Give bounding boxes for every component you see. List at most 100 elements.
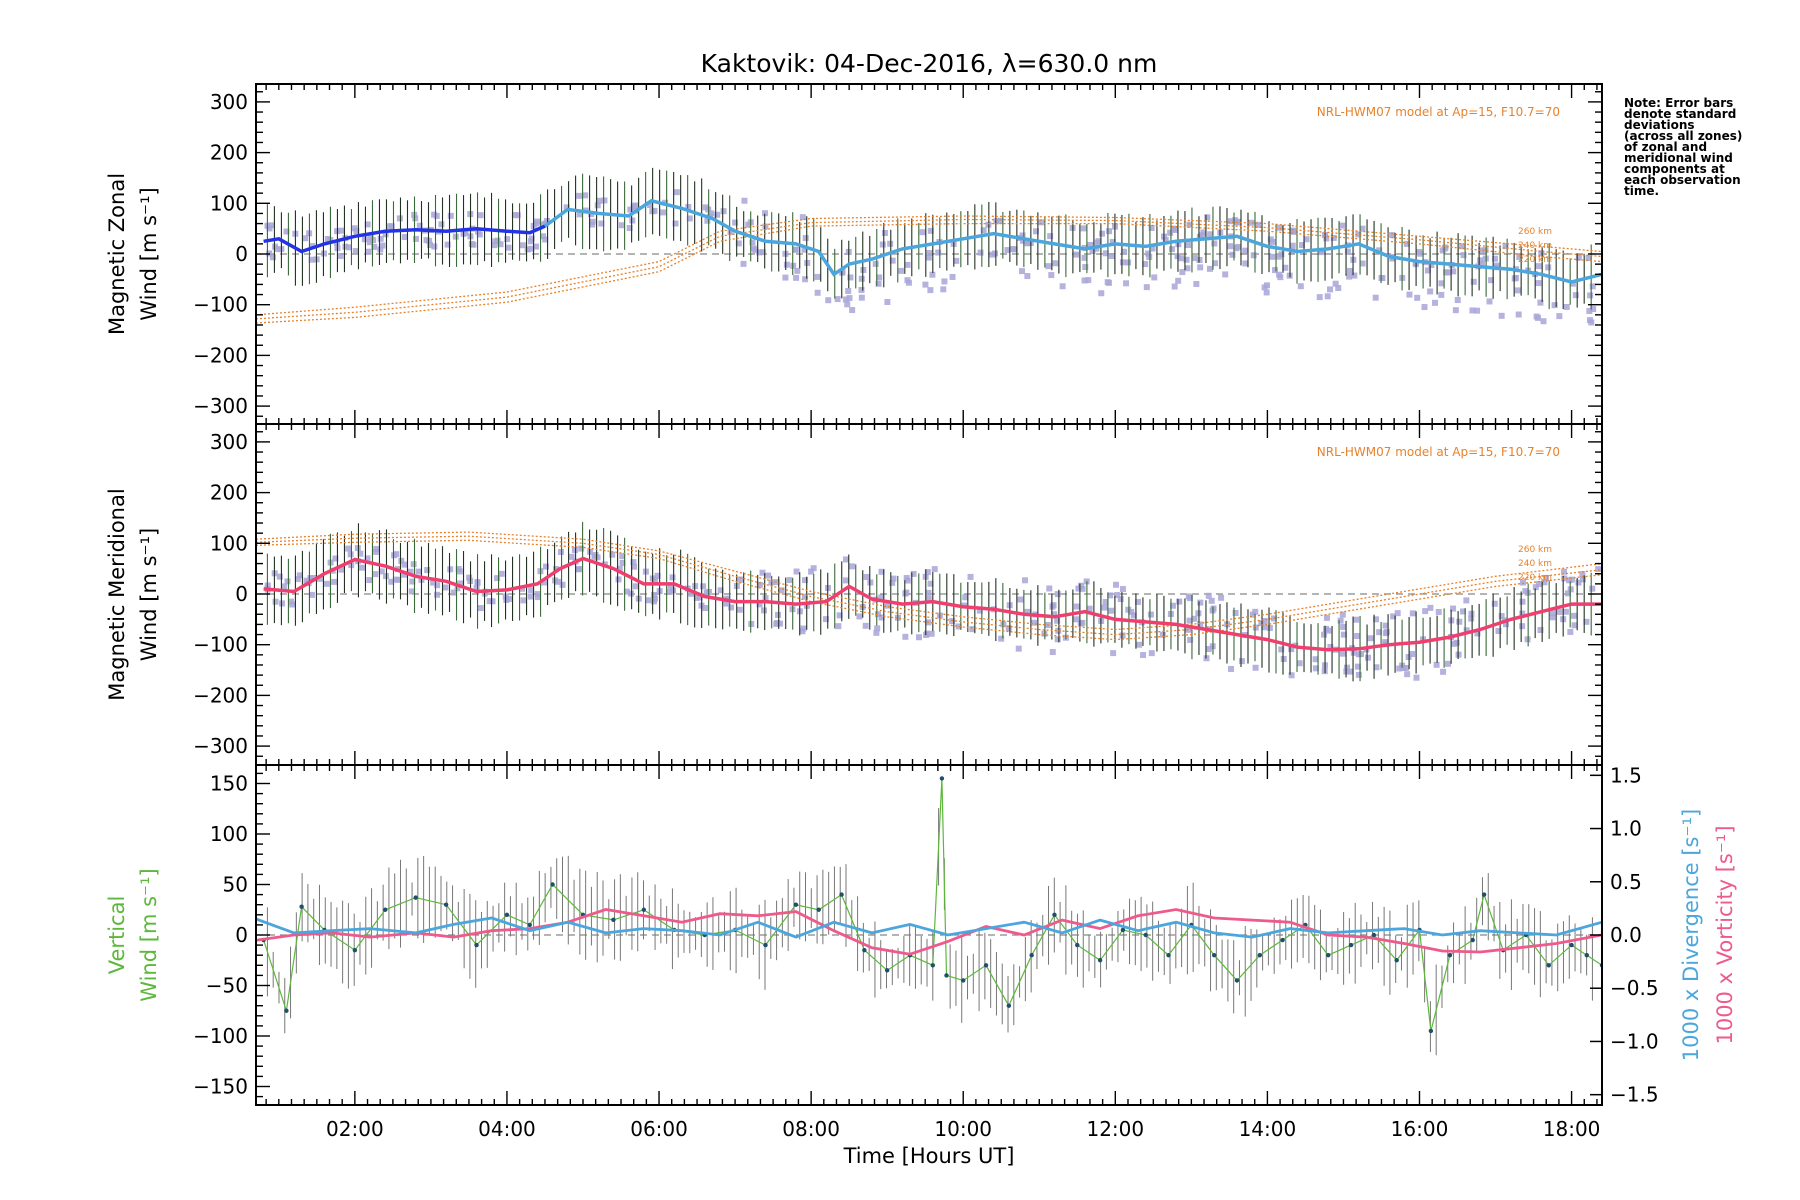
zone-wind-marker: [1515, 311, 1522, 318]
vertical-wind-point: [1394, 958, 1399, 963]
zone-wind-marker: [1109, 238, 1116, 245]
zone-wind-marker: [498, 570, 505, 577]
zone-wind-marker: [1463, 627, 1470, 634]
zone-wind-marker: [1416, 248, 1423, 255]
zone-wind-marker: [1107, 592, 1114, 599]
zone-wind-marker: [1123, 280, 1130, 287]
zone-wind-marker: [557, 548, 564, 555]
zone-wind-marker: [409, 578, 416, 585]
zone-wind-marker: [1228, 665, 1235, 672]
vertical-wind-point: [299, 904, 304, 909]
zone-wind-marker: [1015, 645, 1022, 652]
zone-wind-marker: [609, 551, 616, 558]
chart-title: Kaktovik: 04-Dec-2016, λ=630.0 nm: [701, 49, 1158, 78]
zone-wind-marker: [1086, 605, 1093, 612]
zone-wind-marker: [1589, 585, 1596, 592]
vertical-wind-point: [1470, 937, 1475, 943]
zone-wind-marker: [1195, 610, 1202, 617]
vertical-wind-point: [1481, 892, 1487, 897]
altitude-label: 240 km: [1518, 559, 1552, 569]
vertical-wind-point: [504, 912, 510, 917]
zone-wind-marker: [1140, 652, 1147, 659]
y-tick-label: −100: [193, 293, 248, 317]
zone-wind-marker: [1491, 600, 1498, 607]
zone-wind-marker: [1089, 248, 1096, 255]
zone-wind-marker: [342, 243, 349, 250]
zone-wind-marker: [1575, 579, 1582, 586]
zone-wind-marker: [1340, 623, 1347, 630]
zone-wind-marker: [268, 222, 275, 229]
zone-wind-marker: [843, 577, 850, 584]
zone-wind-marker: [919, 229, 926, 236]
zone-wind-marker: [1502, 621, 1509, 628]
zone-wind-marker: [844, 301, 851, 308]
zone-wind-marker: [294, 576, 301, 583]
zone-wind-marker: [377, 246, 384, 253]
zone-wind-marker: [1532, 584, 1539, 591]
y-axis-title: Magnetic Zonal: [105, 173, 129, 335]
zone-wind-marker: [1276, 224, 1283, 231]
y-tick-label: 100: [210, 822, 248, 846]
zone-wind-marker: [925, 595, 932, 602]
zone-wind-marker: [563, 204, 570, 211]
zone-wind-marker: [433, 212, 440, 219]
zone-wind-marker: [997, 217, 1004, 224]
zone-wind-marker: [1049, 649, 1056, 656]
zone-wind-marker: [308, 256, 315, 263]
zone-wind-marker: [1414, 294, 1421, 301]
zone-wind-marker: [1424, 267, 1431, 274]
zone-wind-marker: [372, 548, 379, 555]
x-tick-label: 02:00: [326, 1117, 384, 1141]
zone-wind-marker: [528, 245, 535, 252]
zone-wind-marker: [647, 202, 654, 209]
zone-wind-marker: [1474, 307, 1481, 314]
zone-wind-marker: [1421, 304, 1428, 311]
zone-wind-marker: [632, 202, 639, 209]
zone-wind-marker: [1108, 607, 1115, 614]
zone-wind-marker: [700, 583, 707, 590]
y2-tick-label: 0.0: [1610, 923, 1642, 947]
zone-wind-marker: [667, 582, 674, 589]
vertical-wind-point: [763, 942, 768, 948]
zone-wind-marker: [977, 249, 984, 256]
zone-wind-marker: [1373, 664, 1380, 671]
zone-wind-marker: [1178, 255, 1185, 262]
x-tick-label: 14:00: [1239, 1117, 1297, 1141]
vertical-wind-point: [1348, 942, 1354, 948]
zone-wind-marker: [1389, 232, 1396, 239]
zone-wind-marker: [1514, 287, 1521, 294]
zone-wind-marker: [862, 622, 869, 629]
zone-wind-marker: [808, 568, 815, 575]
zone-wind-marker: [650, 598, 657, 605]
zone-wind-marker: [1567, 628, 1574, 635]
zone-wind-marker: [269, 254, 276, 261]
zone-wind-marker: [598, 220, 605, 227]
y-tick-label: 200: [210, 141, 248, 165]
zone-wind-marker: [1297, 283, 1304, 290]
zone-wind-marker: [1589, 283, 1596, 290]
zone-wind-marker: [1450, 268, 1457, 275]
zone-wind-marker: [1575, 254, 1582, 261]
zone-wind-marker: [1459, 243, 1466, 250]
zone-wind-marker: [980, 227, 987, 234]
zone-wind-marker: [759, 249, 766, 256]
zone-wind-marker: [416, 222, 423, 229]
zone-wind-marker: [902, 633, 909, 640]
zone-wind-marker: [1556, 313, 1563, 320]
zone-wind-marker: [1585, 255, 1592, 262]
zone-wind-marker: [1248, 219, 1255, 226]
zone-wind-marker: [842, 296, 849, 303]
x-tick-label: 18:00: [1543, 1117, 1601, 1141]
zone-wind-marker: [1350, 649, 1357, 656]
vertical-wind-point: [413, 895, 418, 900]
zone-wind-marker: [1542, 574, 1549, 581]
zone-wind-marker: [1183, 256, 1190, 263]
zone-wind-marker: [1148, 224, 1155, 231]
zone-wind-marker: [967, 573, 974, 580]
zone-wind-marker: [371, 243, 378, 250]
plot-area: [256, 776, 1602, 1056]
y-tick-label: 150: [210, 772, 248, 796]
zone-wind-marker: [1440, 668, 1447, 675]
vertical-wind-point: [793, 902, 799, 907]
zone-wind-marker: [1442, 244, 1449, 251]
